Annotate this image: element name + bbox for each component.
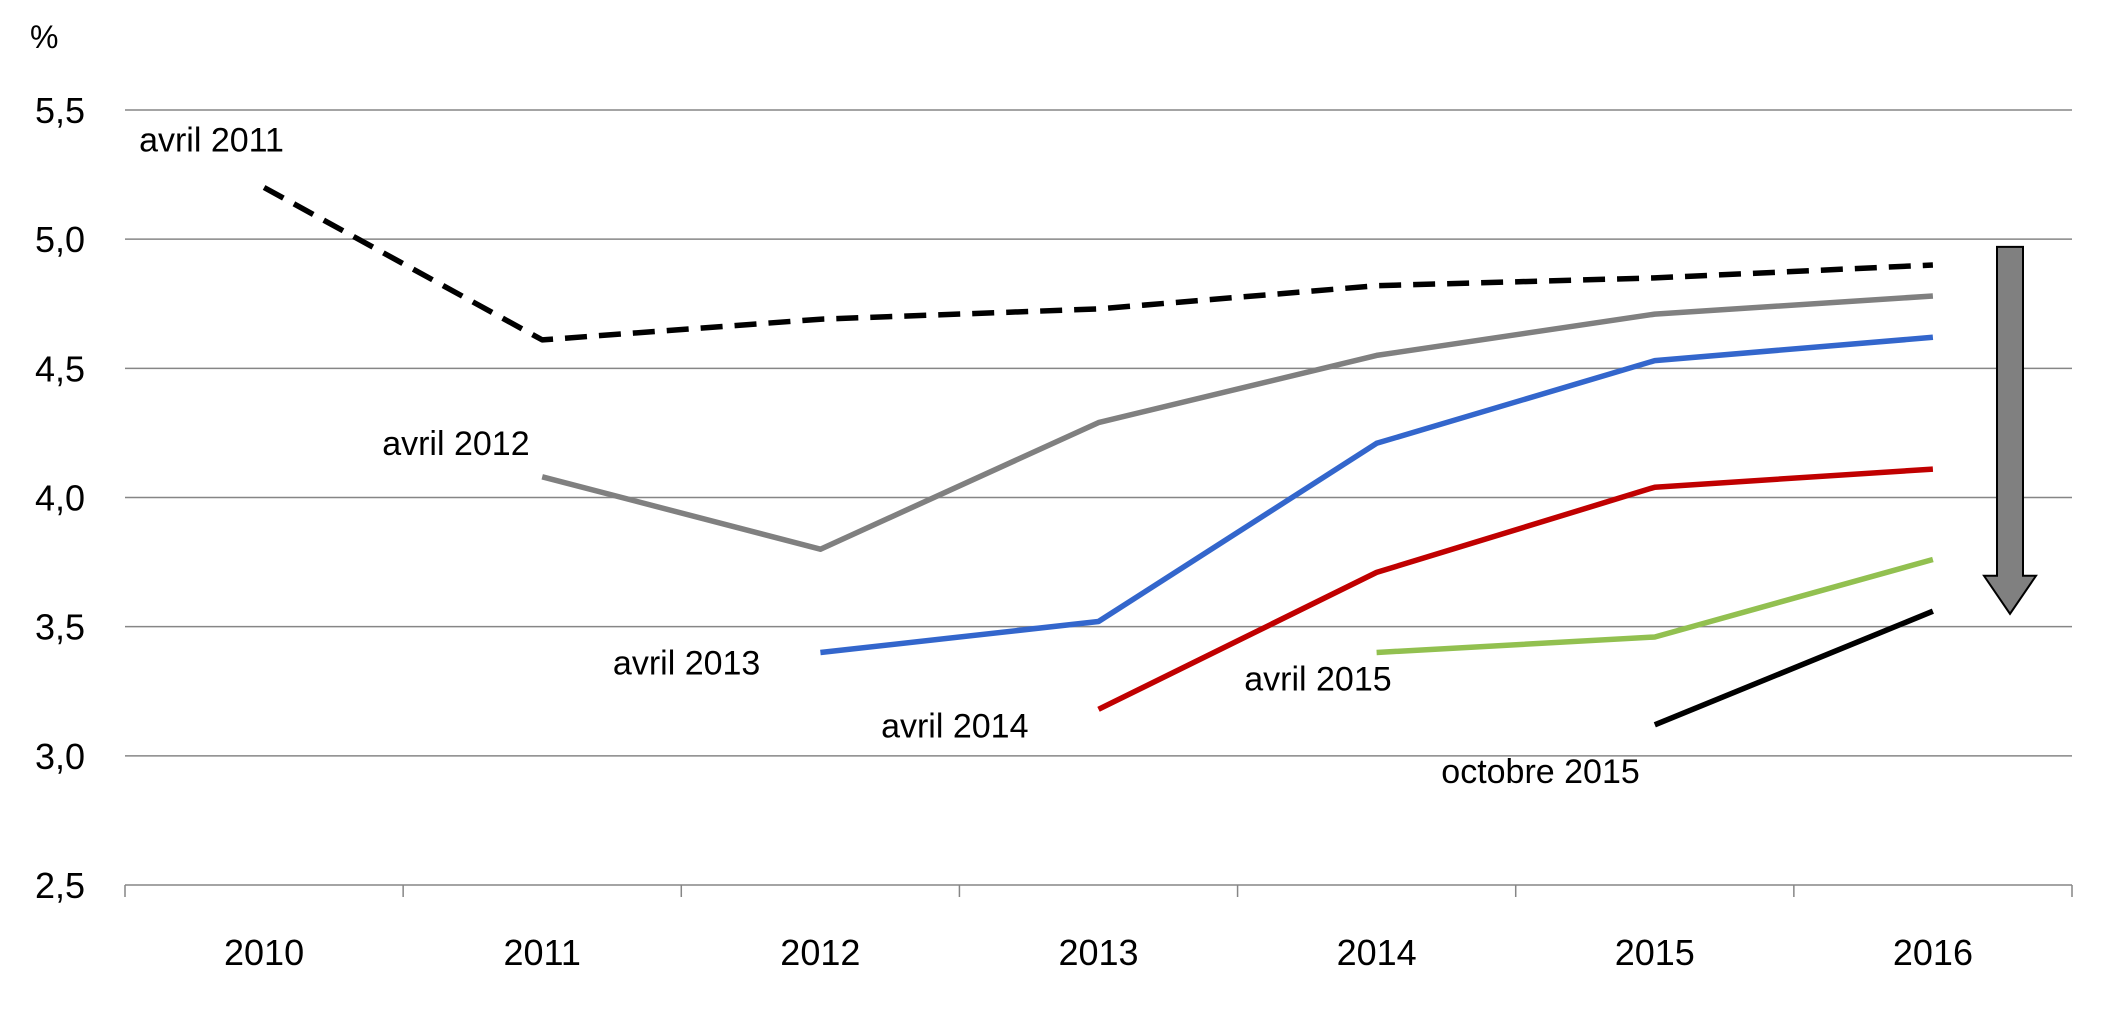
series-label: avril 2014 xyxy=(881,707,1028,745)
y-axis-unit-label: % xyxy=(30,19,58,55)
y-tick-label: 5,0 xyxy=(35,219,85,260)
y-tick-label: 2,5 xyxy=(35,865,85,906)
y-tick-label: 3,0 xyxy=(35,736,85,777)
y-tick-label: 4,0 xyxy=(35,478,85,519)
x-tick-label: 2012 xyxy=(780,932,860,973)
gridlines xyxy=(125,109,2072,757)
series-line xyxy=(541,293,1934,552)
series-label: avril 2012 xyxy=(382,425,529,463)
trend-arrow xyxy=(1982,245,2038,616)
series-lines xyxy=(262,185,1934,728)
series-label: avril 2015 xyxy=(1244,661,1391,699)
x-tick-label: 2010 xyxy=(224,932,304,973)
y-tick-label: 3,5 xyxy=(35,607,85,648)
series-line xyxy=(1376,556,1934,656)
series-label: avril 2013 xyxy=(613,645,760,683)
down-arrow-shape xyxy=(1982,245,2038,616)
series-label: avril 2011 xyxy=(139,122,284,160)
y-tick-label: 4,5 xyxy=(35,348,85,389)
series-line xyxy=(1653,608,1934,728)
series-labels: avril 2011 avril 2012 avril 2013 avril 2014… xyxy=(139,122,1640,791)
x-tick-label: 2011 xyxy=(504,932,581,973)
y-tick-label: 5,5 xyxy=(35,90,85,131)
x-tick-label: 2016 xyxy=(1893,932,1973,973)
series-line xyxy=(820,334,1934,656)
series-line xyxy=(262,185,1934,343)
x-tick-label: 2015 xyxy=(1615,932,1695,973)
x-tick-label: 2013 xyxy=(1058,932,1138,973)
series-label: octobre 2015 xyxy=(1441,753,1640,791)
series-line xyxy=(1097,466,1934,712)
x-tick-label: 2014 xyxy=(1337,932,1417,973)
axes: 2,5 3,0 3,5 4,0 4,5 5,0 5,5% 2010 2011 2012 2013 20… xyxy=(30,19,2073,973)
